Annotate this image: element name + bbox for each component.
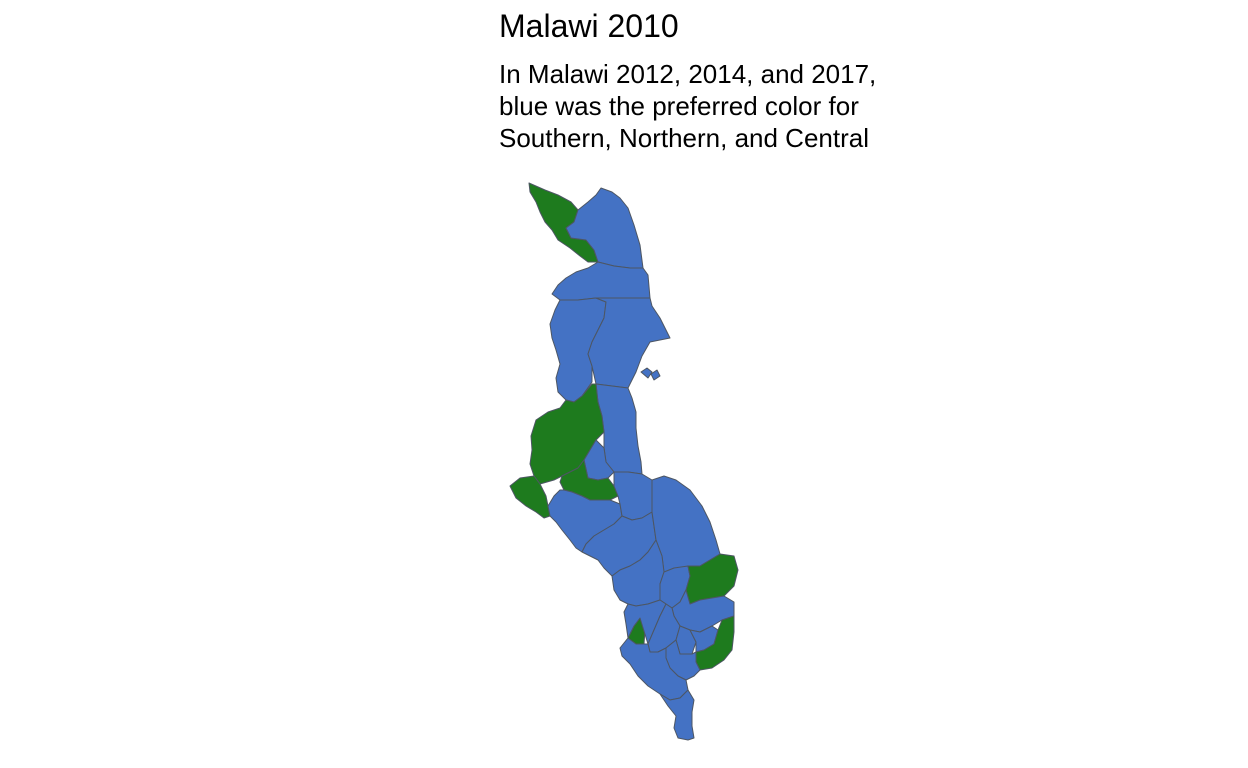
subtitle-line-3: Southern, Northern, and Central [499,123,869,153]
region-karonga [565,187,644,269]
subtitle-line-2: blue was the preferred color for [499,91,859,121]
region-nsanje [659,689,695,741]
region-rumphi [551,261,651,303]
region-likoma [640,367,661,381]
map-subtitle: In Malawi 2012, 2014, and 2017, blue was… [499,58,959,154]
region-chikwawa [619,637,689,701]
subtitle-line-1: In Malawi 2012, 2014, and 2017, [499,59,877,89]
map-title: Malawi 2010 [499,8,679,44]
region-nkhata-bay [587,297,671,389]
